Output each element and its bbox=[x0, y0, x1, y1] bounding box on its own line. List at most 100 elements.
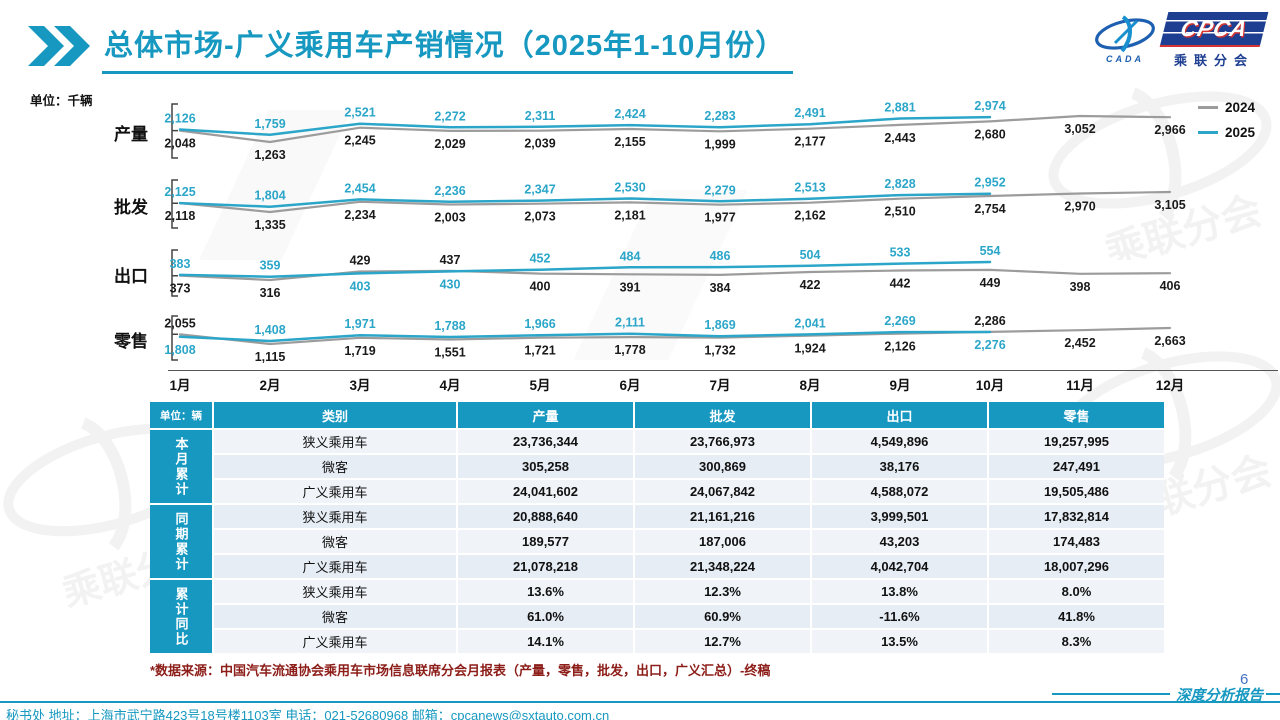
table-value-cell: 189,577 bbox=[458, 530, 633, 553]
table-value-cell: 17,832,814 bbox=[989, 505, 1164, 528]
label-2025-retail: 1,869 bbox=[704, 318, 735, 332]
label-2025-retail: 1,971 bbox=[344, 317, 375, 331]
label-2024-wholesale: 2,754 bbox=[974, 202, 1005, 216]
label-2024-wholesale: 2,970 bbox=[1064, 200, 1095, 214]
label-2024-wholesale: 2,510 bbox=[884, 205, 915, 219]
label-2024-retail: 1,719 bbox=[344, 344, 375, 358]
chart-svg-retail: 2,055 1,808 1,408 1,115 1,971 1,719 1,788 1,551… bbox=[164, 314, 1185, 364]
chart-row-export: 383 373 359 316 429 403 437 430 452 400 484 391 486 3… bbox=[150, 240, 1195, 306]
label-2024-production: 2,029 bbox=[434, 137, 465, 151]
label-2025-export: 430 bbox=[440, 277, 461, 291]
label-2024-production: 2,039 bbox=[524, 137, 555, 151]
month-label: 11月 bbox=[1066, 378, 1094, 393]
table-value-cell: 23,766,973 bbox=[635, 430, 810, 453]
month-axis: 1月 2月 3月 4月 5月 6月 7月 8月 9月 10月 11月 12月 bbox=[150, 374, 1195, 393]
table-value-cell: 305,258 bbox=[458, 455, 633, 478]
page-number: 6 bbox=[1240, 671, 1249, 688]
cpca-box: CPCA bbox=[1159, 12, 1269, 47]
label-2025-retail: 2,276 bbox=[974, 338, 1005, 352]
label-2025-export: 486 bbox=[710, 249, 731, 263]
line-2024-retail bbox=[178, 326, 1172, 346]
label-2024-retail: 2,126 bbox=[884, 340, 915, 354]
cpca-text: CPCA bbox=[1178, 15, 1251, 41]
chart-row-label-wholesale: 批发 bbox=[114, 198, 148, 217]
axis-bracket-icon bbox=[171, 315, 178, 361]
label-2025-retail: 2,111 bbox=[615, 316, 645, 330]
label-2024-production: 2,443 bbox=[884, 131, 915, 145]
table-category-cell: 广义乘用车 bbox=[214, 480, 456, 503]
table-group-label-2: 累计同比 bbox=[150, 580, 212, 653]
cpca-logo-emblem: CADA bbox=[1092, 12, 1158, 64]
label-2024-production: 2,680 bbox=[974, 127, 1005, 141]
table-value-cell: 60.9% bbox=[635, 605, 810, 628]
table-category-cell: 广义乘用车 bbox=[214, 630, 456, 653]
data-source-footnote: *数据来源：中国汽车流通协会乘用车市场信息联席分会月报表（产量，零售，批发，出口… bbox=[150, 663, 771, 678]
line-2025-wholesale bbox=[178, 192, 992, 208]
table-value-cell: 21,078,218 bbox=[458, 555, 633, 578]
month-label: 6月 bbox=[619, 378, 641, 393]
chart-row-label-export: 出口 bbox=[114, 267, 148, 286]
chart-row-retail: 2,055 1,808 1,408 1,115 1,971 1,719 1,788 1,551… bbox=[150, 306, 1195, 370]
label-2024-export: 373 bbox=[170, 282, 191, 296]
label-2024-retail: 1,115 bbox=[255, 350, 286, 364]
table-value-cell: 18,007,296 bbox=[989, 555, 1164, 578]
table-value-cell: 21,348,224 bbox=[635, 555, 810, 578]
chart-svg-export: 383 373 359 316 429 403 437 430 452 400 484 391 486 3… bbox=[170, 244, 1181, 300]
summary-table: 单位：辆 类别 产量 批发 出口 零售 本月累计 狭义乘用车 23,736,344 23,766,… bbox=[150, 402, 1164, 653]
table-value-cell: 4,588,072 bbox=[812, 480, 987, 503]
table-unit-header: 单位：辆 bbox=[150, 402, 212, 428]
table-value-cell: 300,869 bbox=[635, 455, 810, 478]
label-2024-export: 400 bbox=[530, 280, 551, 294]
table-value-cell: 4,549,896 bbox=[812, 430, 987, 453]
table-value-cell: 20,888,640 bbox=[458, 505, 633, 528]
label-2025-production: 2,881 bbox=[884, 101, 915, 115]
footer-contact: 秘书处 地址：上海市武宁路423号18号楼1103室 电话：021-526809… bbox=[6, 708, 610, 720]
label-2024-production: 1,263 bbox=[254, 148, 285, 162]
table-col-header-3: 出口 bbox=[812, 402, 987, 428]
chart-svg-production: 2,126 2,048 1,759 1,263 2,521 2,245 2,272 2,029… bbox=[164, 99, 1185, 162]
report-type-label: 深度分析报告 bbox=[1176, 687, 1263, 704]
label-2025-wholesale: 2,347 bbox=[524, 183, 555, 197]
label-2024-wholesale: 2,234 bbox=[344, 208, 375, 222]
label-2025-retail: 2,269 bbox=[884, 314, 915, 328]
label-2025-retail: 1,808 bbox=[164, 343, 195, 357]
axis-bracket-icon bbox=[171, 179, 178, 229]
month-label: 8月 bbox=[799, 378, 821, 393]
table-value-cell: 13.6% bbox=[458, 580, 633, 603]
month-label: 12月 bbox=[1155, 378, 1185, 393]
label-2024-retail: 1,924 bbox=[794, 342, 825, 356]
footer-divider bbox=[0, 701, 1280, 703]
cpca-subtitle: 乘联分会 bbox=[1173, 53, 1254, 68]
label-2025-wholesale: 2,828 bbox=[884, 177, 915, 191]
table-value-cell: 21,161,216 bbox=[635, 505, 810, 528]
label-2024-production: 2,177 bbox=[794, 135, 825, 149]
table-value-cell: 13.8% bbox=[812, 580, 987, 603]
label-2024-export: 422 bbox=[800, 278, 821, 292]
table-value-cell: 8.3% bbox=[989, 630, 1164, 653]
label-2025-wholesale: 2,454 bbox=[344, 181, 375, 195]
table-value-cell: 13.5% bbox=[812, 630, 987, 653]
month-label: 10月 bbox=[975, 378, 1005, 393]
label-2025-retail: 1,788 bbox=[434, 319, 465, 333]
label-2024-production: 2,155 bbox=[614, 135, 645, 149]
line-2024-production bbox=[178, 114, 1172, 144]
table-value-cell: 174,483 bbox=[989, 530, 1164, 553]
label-2025-production: 1,759 bbox=[254, 117, 285, 131]
label-2024-export: 429 bbox=[350, 254, 371, 268]
cpca-swoosh-icon bbox=[1095, 15, 1155, 53]
label-2025-wholesale: 2,952 bbox=[974, 176, 1005, 190]
chart-svg-wholesale: 2,125 2,118 1,804 1,335 2,454 2,234 2,236 2,003… bbox=[164, 176, 1185, 232]
label-2025-production: 2,491 bbox=[794, 106, 825, 120]
label-2024-retail: 1,732 bbox=[704, 344, 735, 358]
label-2025-export: 504 bbox=[800, 248, 821, 262]
page-title: 总体市场-广义乘用车产销情况（2025年1-10月份） bbox=[102, 22, 794, 74]
table-value-cell: 24,067,842 bbox=[635, 480, 810, 503]
label-2024-export: 391 bbox=[620, 280, 641, 294]
label-2025-export: 403 bbox=[350, 279, 371, 293]
label-2024-export: 384 bbox=[710, 281, 731, 295]
label-2025-retail: 2,041 bbox=[794, 316, 825, 330]
table-category-cell: 微客 bbox=[214, 455, 456, 478]
month-label: 7月 bbox=[709, 378, 731, 393]
table-value-cell: 12.3% bbox=[635, 580, 810, 603]
